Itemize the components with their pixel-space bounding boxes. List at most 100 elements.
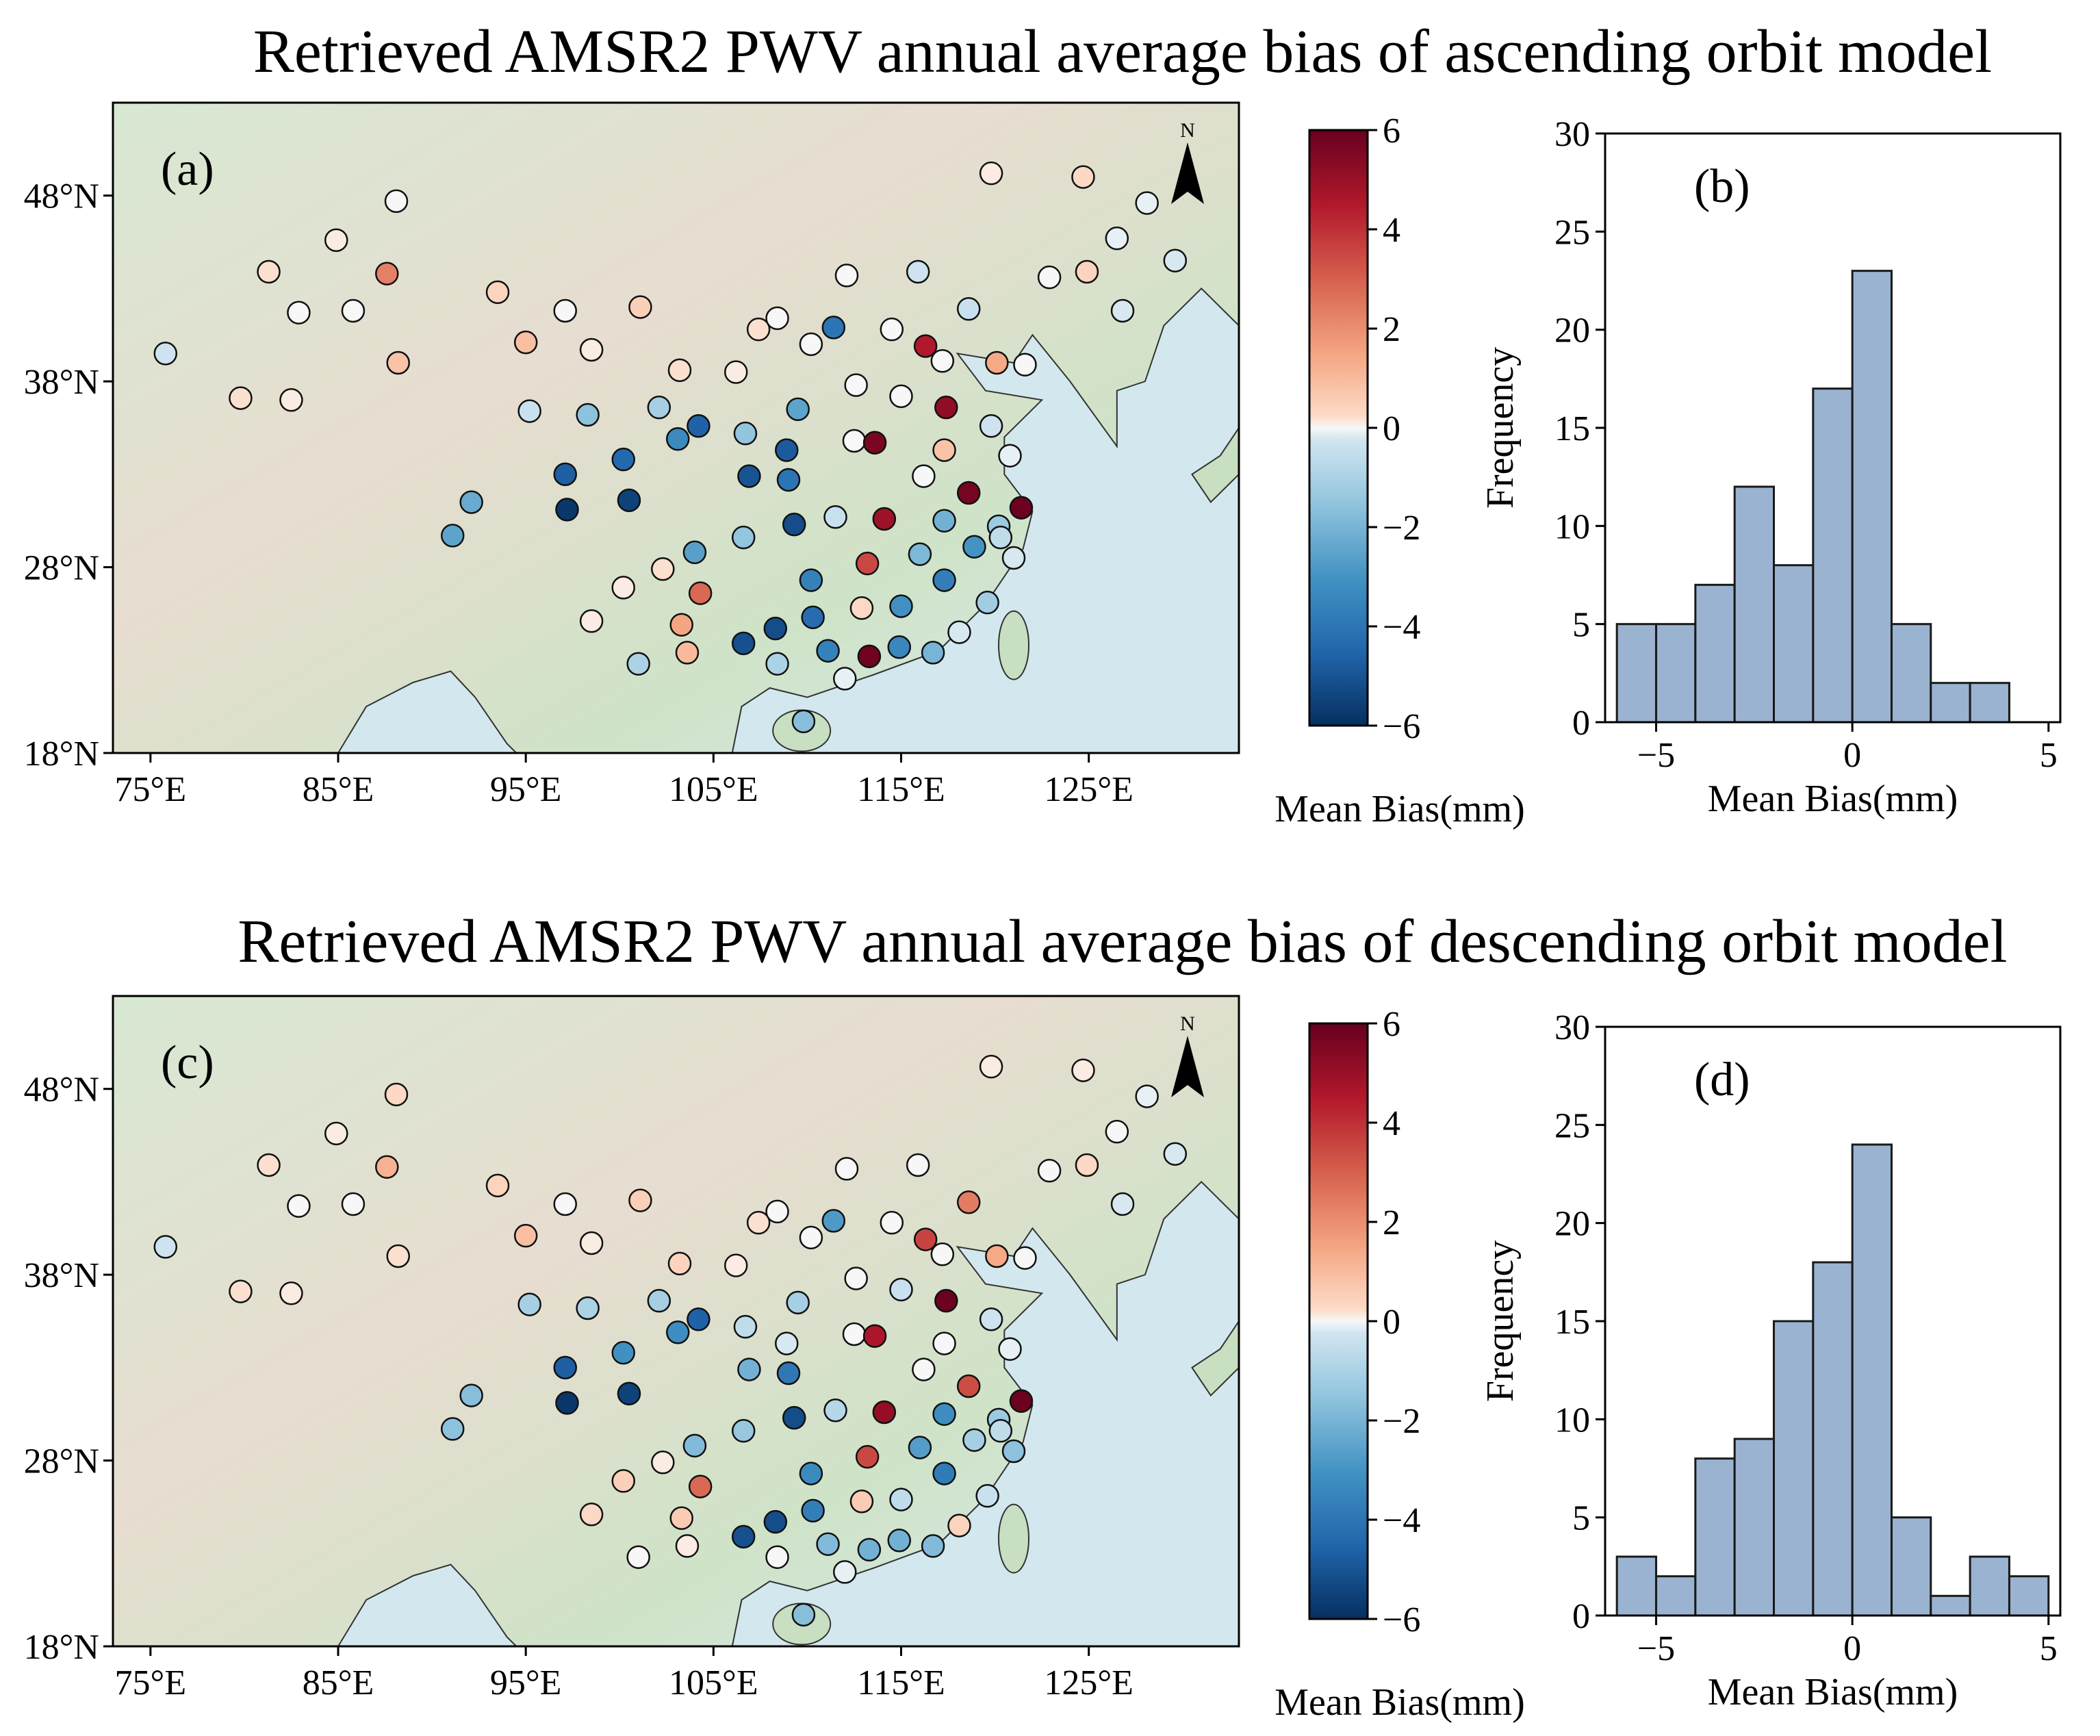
station-point (579, 337, 604, 362)
station-point (765, 306, 789, 331)
station-point (786, 1290, 810, 1315)
station-point (733, 1314, 758, 1339)
station-point (889, 384, 913, 409)
station-point (776, 468, 801, 492)
colorbar-label: Mean Bias(mm) (1275, 788, 1524, 830)
colorbar-tick-label: −2 (1383, 1402, 1420, 1441)
histogram-bar (1969, 1555, 2010, 1617)
station-point (775, 438, 799, 462)
station-point (799, 332, 823, 357)
colorbar-label: Mean Bias(mm) (1275, 1681, 1524, 1724)
station-point (682, 540, 707, 565)
lon-tick-label: 115°E (857, 1663, 945, 1702)
station-point (733, 421, 758, 446)
map-frame (112, 101, 1240, 754)
station-point (1071, 1058, 1095, 1082)
lat-tick-label: 18°N (24, 735, 99, 774)
histogram-bar (1812, 1261, 1854, 1617)
hist-y-tick-label: 5 (1572, 1499, 1590, 1538)
station-point (799, 568, 823, 592)
station-point (921, 1534, 945, 1558)
station-point (872, 507, 897, 531)
station-point (823, 505, 847, 529)
colorbar-tick-label: −6 (1383, 1600, 1420, 1639)
station-point (782, 512, 806, 537)
station-point (857, 1537, 882, 1562)
station-point (985, 350, 1009, 375)
station-point (862, 431, 887, 455)
station-point (665, 1320, 690, 1344)
histogram-bar (2008, 1575, 2050, 1617)
lon-tick-label: 95°E (490, 1663, 562, 1702)
station-point (617, 488, 641, 513)
lat-tick-label: 38°N (24, 1256, 99, 1295)
station-point (833, 667, 857, 691)
hist-x-tick-label: 5 (2040, 1629, 2058, 1668)
station-point (889, 1488, 913, 1511)
lat-tick-label: 38°N (24, 363, 99, 402)
map-panel-a: 75°E 85°E 95°E 105°E 115°E 125°E 48°N 38°N 28°N 1… (24, 101, 1240, 809)
lon-tick-label: 125°E (1044, 770, 1134, 809)
hist-y-tick-label: 0 (1572, 1597, 1590, 1636)
station-point (611, 576, 635, 600)
lon-tick-label: 125°E (1044, 1663, 1134, 1702)
hist-y-tick-label: 30 (1554, 115, 1590, 154)
station-point (687, 1307, 710, 1331)
station-point (324, 1121, 348, 1146)
station-point (737, 464, 761, 488)
taiwan-island (998, 610, 1029, 680)
north-arrow-left (1171, 142, 1188, 204)
colorbar-tick-label: 6 (1383, 112, 1400, 151)
station-point (816, 1532, 840, 1556)
hist-y-tick-label: 5 (1572, 606, 1590, 645)
station-point (979, 1307, 1003, 1331)
station-point (669, 1506, 693, 1530)
map-frame (112, 995, 1240, 1648)
histogram-bar (1615, 1555, 1658, 1617)
station-point (912, 464, 936, 488)
station-point (862, 1324, 887, 1348)
station-point (675, 1534, 700, 1558)
histogram-bar (1851, 1143, 1893, 1617)
panel-label: (b) (1694, 160, 1750, 213)
station-point (799, 1225, 823, 1250)
station-point (849, 596, 874, 620)
station-point (667, 1251, 692, 1276)
hist-y-axis-label: Frequency (1479, 347, 1522, 509)
station-point (998, 1337, 1022, 1361)
colorbar-tick-label: −2 (1383, 509, 1420, 548)
station-point (872, 1400, 897, 1425)
hist-y-tick-label: 25 (1554, 213, 1590, 252)
station-point (791, 709, 816, 734)
station-point (855, 551, 880, 576)
lat-tick-label: 28°N (24, 549, 99, 588)
station-point (801, 1498, 825, 1523)
station-point (485, 280, 510, 305)
station-point (579, 609, 604, 633)
lon-tick-label: 95°E (490, 770, 562, 809)
station-point (921, 641, 945, 665)
station-point (887, 1529, 912, 1553)
station-point (842, 429, 867, 453)
colorbar-tick-label: 6 (1383, 1005, 1400, 1044)
colorbar-tick-label: 0 (1383, 409, 1400, 448)
station-point (375, 1155, 399, 1179)
station-point (555, 498, 579, 522)
station-point (1110, 298, 1135, 323)
station-point (384, 189, 409, 214)
station-point (553, 298, 577, 323)
station-point (932, 509, 956, 533)
station-point (384, 1082, 409, 1107)
station-point (1009, 1389, 1034, 1413)
station-point (459, 490, 483, 514)
histogram-bar (1930, 1594, 1971, 1617)
colorbar-tick-label: −4 (1383, 608, 1420, 647)
station-point (1071, 165, 1095, 189)
lat-tick-label: 48°N (24, 1071, 99, 1110)
station-point (731, 1524, 756, 1549)
histogram-bar (1969, 682, 2010, 724)
station-point (628, 295, 652, 319)
station-point (576, 1296, 600, 1320)
station-point (459, 1383, 483, 1407)
station-point (1001, 546, 1026, 570)
